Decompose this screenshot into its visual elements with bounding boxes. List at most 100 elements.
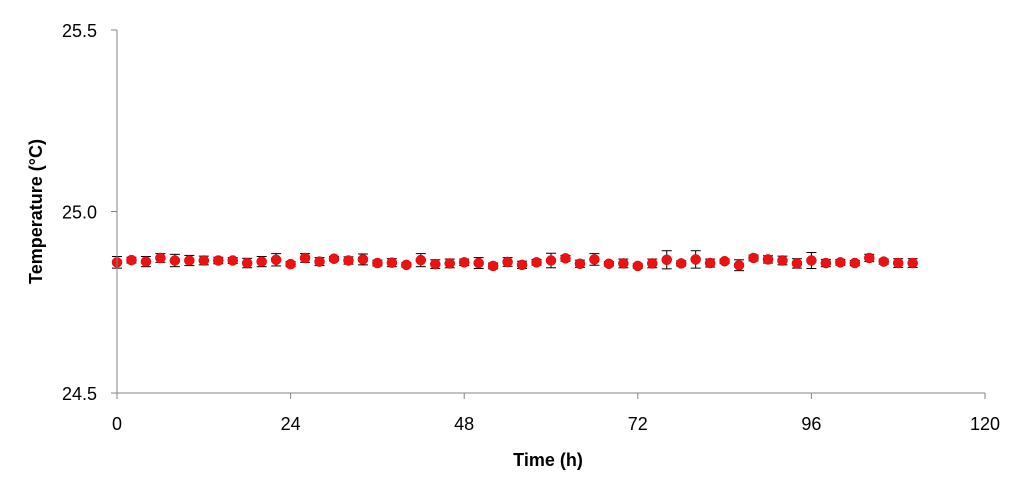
data-point — [285, 258, 296, 270]
data-marker — [473, 257, 484, 269]
data-point — [748, 252, 759, 264]
data-marker — [748, 252, 759, 264]
data-point — [198, 255, 210, 266]
data-point — [401, 259, 412, 271]
data-marker — [618, 258, 629, 269]
data-point — [386, 257, 398, 268]
data-point — [430, 258, 441, 270]
data-marker — [328, 253, 340, 264]
y-axis-title: Temperature (°C) — [26, 139, 46, 284]
x-tick-label: 120 — [970, 414, 1000, 434]
data-marker — [372, 257, 383, 269]
data-point — [661, 250, 672, 270]
data-point — [126, 254, 137, 266]
plot-area — [111, 250, 918, 272]
data-marker — [574, 258, 586, 270]
data-marker — [806, 255, 817, 266]
data-point — [560, 253, 571, 264]
data-marker — [849, 257, 861, 269]
data-marker — [661, 254, 672, 266]
data-point — [675, 258, 687, 269]
data-point — [690, 250, 701, 269]
data-marker — [892, 257, 904, 269]
data-marker — [357, 254, 369, 265]
data-point — [618, 258, 629, 269]
data-point — [545, 252, 557, 269]
data-marker — [835, 257, 846, 268]
x-tick-label: 0 — [112, 414, 122, 434]
data-marker — [184, 255, 195, 266]
data-marker — [820, 257, 832, 269]
data-marker — [343, 255, 354, 266]
data-point — [820, 257, 832, 269]
data-marker — [386, 257, 398, 268]
data-marker — [430, 258, 441, 270]
data-marker — [270, 254, 282, 266]
data-point — [458, 257, 470, 268]
x-tick-label: 96 — [801, 414, 821, 434]
data-point — [343, 255, 354, 266]
data-marker — [704, 257, 716, 269]
x-axis-ticks: 0 24 48 72 96 120 — [112, 393, 1000, 434]
data-marker — [690, 254, 701, 265]
data-marker — [907, 257, 918, 269]
data-marker — [531, 257, 542, 268]
data-point — [241, 257, 253, 269]
data-marker — [227, 255, 238, 266]
data-point — [531, 257, 542, 268]
data-marker — [241, 257, 253, 269]
data-point — [835, 257, 846, 268]
x-axis-title: Time (h) — [513, 450, 583, 470]
data-point — [806, 252, 817, 269]
data-marker — [719, 255, 730, 267]
data-marker — [198, 255, 210, 266]
data-point — [632, 260, 644, 272]
y-tick-label: 25.0 — [62, 203, 97, 223]
y-tick-label: 25.5 — [62, 21, 97, 41]
data-marker — [487, 260, 499, 272]
data-point — [357, 253, 369, 266]
data-marker — [126, 254, 137, 266]
data-marker — [545, 255, 557, 266]
data-marker — [589, 254, 600, 265]
data-marker — [213, 255, 224, 266]
x-tick-label: 24 — [281, 414, 301, 434]
data-marker — [155, 252, 166, 264]
data-point — [502, 256, 513, 268]
data-point — [516, 259, 528, 271]
data-marker — [415, 254, 427, 266]
data-marker — [314, 256, 325, 267]
data-marker — [560, 253, 571, 264]
data-marker — [762, 254, 774, 265]
x-tick-label: 72 — [628, 414, 648, 434]
data-marker — [169, 255, 181, 266]
data-marker — [444, 258, 455, 269]
y-tick-label: 24.5 — [62, 384, 97, 404]
data-point — [473, 257, 484, 269]
data-point — [372, 257, 383, 269]
data-point — [184, 254, 195, 267]
data-marker — [140, 256, 152, 267]
data-point — [213, 255, 224, 266]
data-point — [487, 260, 499, 272]
data-point — [864, 252, 875, 264]
data-point — [328, 253, 340, 264]
data-point — [892, 257, 904, 269]
data-point — [603, 258, 615, 270]
data-marker — [632, 260, 644, 272]
data-marker — [256, 256, 267, 267]
data-marker — [647, 258, 658, 269]
data-point — [314, 256, 325, 267]
data-marker — [733, 259, 745, 271]
data-point — [647, 258, 658, 269]
data-point — [140, 256, 152, 268]
data-marker — [878, 256, 889, 267]
data-point — [227, 255, 238, 266]
data-point — [256, 256, 267, 268]
data-marker — [285, 258, 296, 270]
data-point — [878, 256, 889, 267]
data-marker — [458, 257, 470, 268]
data-point — [719, 255, 730, 267]
data-marker — [675, 258, 687, 269]
